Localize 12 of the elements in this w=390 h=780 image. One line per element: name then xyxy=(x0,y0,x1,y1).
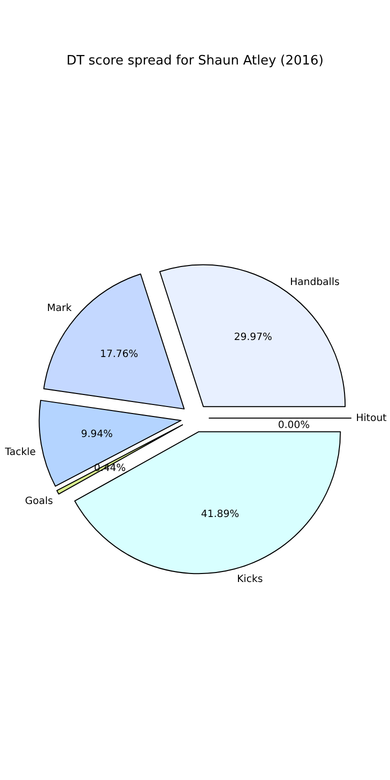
chart-title: DT score spread for Shaun Atley (2016) xyxy=(66,54,324,69)
data-label: 17.76% xyxy=(100,349,138,360)
data-label: 9.94% xyxy=(81,429,113,440)
text: 0.00% xyxy=(278,420,310,431)
data-label: 41.89% xyxy=(201,509,240,520)
slice-label: Handballs xyxy=(290,277,340,288)
slice-label: Kicks xyxy=(237,574,263,585)
slice-label: Tackle xyxy=(4,447,36,458)
slice-label: Goals xyxy=(25,496,53,507)
slice-label: Mark xyxy=(47,303,72,314)
data-label: 29.97% xyxy=(234,332,272,343)
category-label: Hitout xyxy=(356,413,387,424)
